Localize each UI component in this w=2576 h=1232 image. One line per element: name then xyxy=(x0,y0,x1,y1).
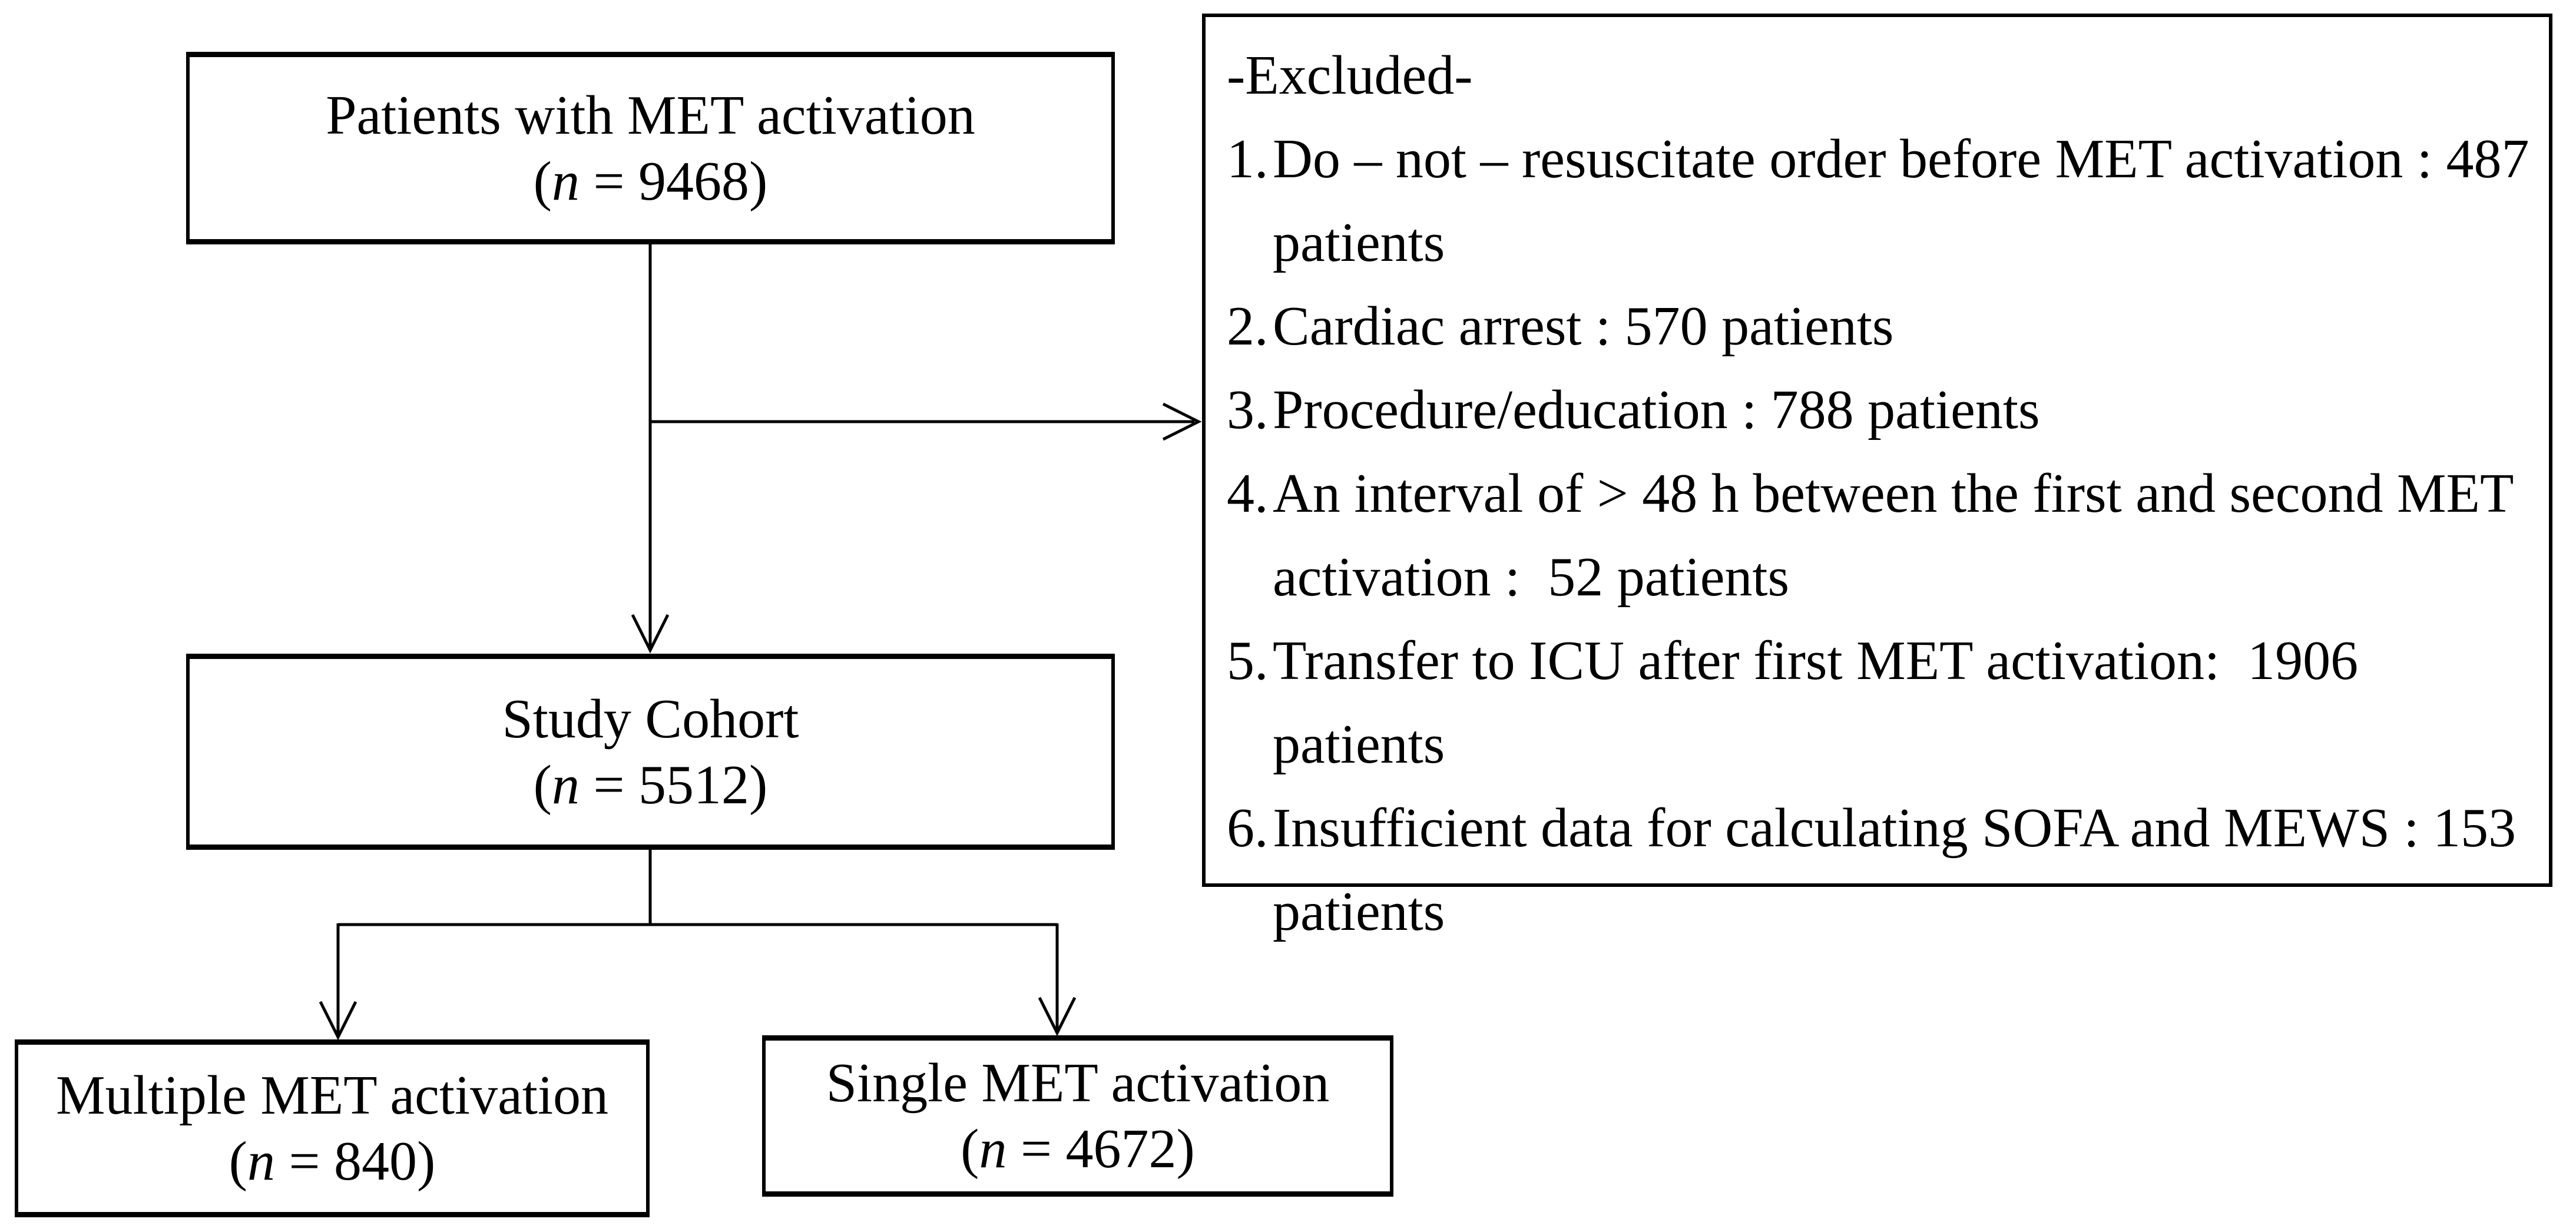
excluded-item-2: 2. Cardiac arrest : 570 patients xyxy=(1227,284,2531,368)
box-excluded-list: -Excluded- 1. Do – not – resuscitate ord… xyxy=(1202,14,2552,942)
paren-open: ( xyxy=(229,1131,247,1192)
box-patients-met-activation: Patients with MET activation (n = 9468) xyxy=(186,52,1115,244)
box-n-count: (n = 840) xyxy=(229,1128,436,1194)
box-n-count: (n = 9468) xyxy=(534,148,768,214)
box-title: Single MET activation xyxy=(826,1052,1330,1114)
excluded-item-6: 6. Insufficient data for calculating SOF… xyxy=(1227,786,2531,953)
box-single-met-activation: Single MET activation (n = 4672) xyxy=(762,1035,1393,1197)
excluded-item-line: Procedure/education : 788 patients xyxy=(1273,379,2040,441)
excluded-item-number: 5. xyxy=(1227,630,1269,691)
excluded-item-line: patients xyxy=(1273,212,1445,273)
excluded-item-text: Transfer to ICU after first MET activati… xyxy=(1273,619,2531,786)
excluded-item-4: 4. An interval of > 48 h between the fir… xyxy=(1227,452,2531,619)
arrowhead-right-excluded xyxy=(1162,402,1202,441)
excluded-item-text: Cardiac arrest : 570 patients xyxy=(1273,284,2531,368)
excluded-header: -Excluded- xyxy=(1227,45,1473,106)
excluded-item-number: 3. xyxy=(1227,379,1269,441)
n-value: = 840) xyxy=(274,1131,436,1192)
n-symbol: n xyxy=(551,150,580,212)
excluded-item-5: 5. Transfer to ICU after first MET activ… xyxy=(1227,619,2531,786)
box-title: Study Cohort xyxy=(502,688,799,750)
excluded-item-number: 4. xyxy=(1227,463,1269,524)
box-title: Patients with MET activation xyxy=(326,84,975,146)
paren-open: ( xyxy=(961,1118,979,1180)
box-title: Multiple MET activation xyxy=(55,1065,609,1126)
excluded-item-line: Cardiac arrest : 570 patients xyxy=(1273,296,1894,357)
arrowhead-down-single xyxy=(1038,996,1077,1036)
excluded-item-text: Procedure/education : 788 patients xyxy=(1273,368,2531,452)
excluded-item-3: 3. Procedure/education : 788 patients xyxy=(1227,368,2531,452)
excluded-item-text: An interval of > 48 h between the first … xyxy=(1273,452,2531,619)
excluded-item-line: Transfer to ICU after first MET activati… xyxy=(1273,630,2372,775)
arrowhead-down-multiple xyxy=(319,1001,357,1041)
n-symbol: n xyxy=(551,754,580,816)
excluded-item-line: patients xyxy=(1273,881,1445,942)
n-value: = 5512) xyxy=(579,754,768,816)
n-value: = 9468) xyxy=(579,150,768,212)
paren-open: ( xyxy=(533,150,552,212)
excluded-item-text: Do – not – resuscitate order before MET … xyxy=(1273,117,2531,284)
paren-open: ( xyxy=(533,754,552,816)
box-study-cohort: Study Cohort (n = 5512) xyxy=(186,654,1115,850)
excluded-item-text: Insufficient data for calculating SOFA a… xyxy=(1273,786,2531,953)
n-symbol: n xyxy=(979,1118,1007,1180)
n-value: = 4672) xyxy=(1006,1118,1195,1180)
excluded-item-1: 1. Do – not – resuscitate order before M… xyxy=(1227,117,2531,284)
arrowhead-down-cohort xyxy=(631,614,670,654)
box-n-count: (n = 4672) xyxy=(961,1116,1195,1182)
excluded-item-line: Do – not – resuscitate order before MET … xyxy=(1273,128,2529,190)
excluded-item-number: 6. xyxy=(1227,797,1269,859)
excluded-item-line: An interval of > 48 h between the first … xyxy=(1273,463,2514,524)
excluded-item-number: 2. xyxy=(1227,296,1269,357)
box-n-count: (n = 5512) xyxy=(534,752,768,818)
n-symbol: n xyxy=(247,1131,275,1192)
box-multiple-met-activation: Multiple MET activation (n = 840) xyxy=(15,1039,650,1217)
excluded-item-line: activation : 52 patients xyxy=(1273,547,1790,608)
excluded-item-number: 1. xyxy=(1227,128,1269,190)
excluded-item-line: Insufficient data for calculating SOFA a… xyxy=(1273,797,2517,859)
